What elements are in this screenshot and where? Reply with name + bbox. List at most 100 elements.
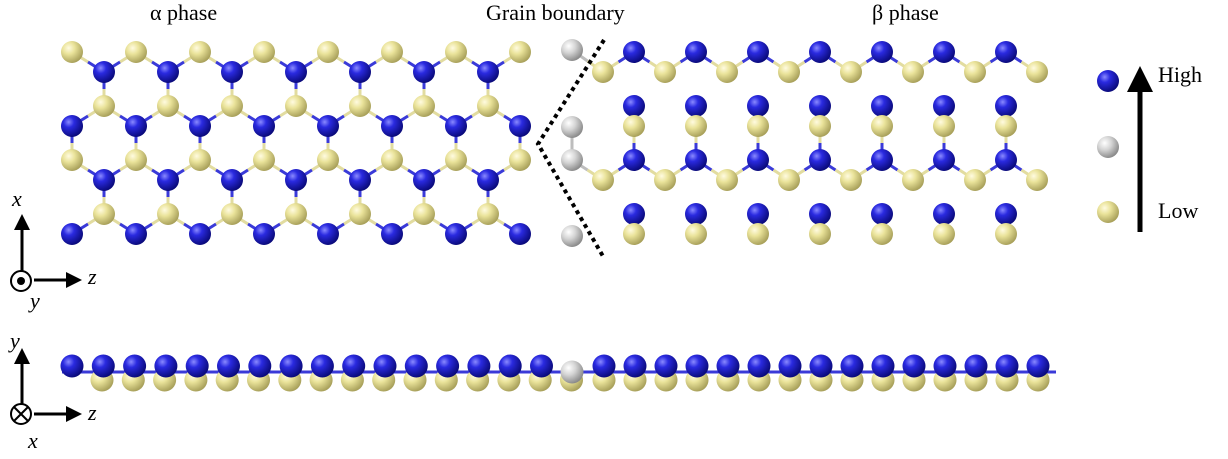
grain-boundary-line <box>535 38 606 260</box>
low-atom <box>125 149 147 171</box>
low-atom <box>221 95 243 117</box>
low-atom <box>349 95 371 117</box>
low-atom <box>61 41 83 63</box>
high-atom <box>747 354 771 378</box>
high-atom <box>317 223 339 245</box>
high-atom <box>509 223 531 245</box>
high-atom <box>93 169 115 191</box>
low-atom <box>933 223 955 245</box>
low-atom <box>654 169 676 191</box>
low-atom <box>61 149 83 171</box>
high-atom <box>404 354 428 378</box>
beta-phase-label: β phase <box>872 0 939 25</box>
low-atom <box>902 169 924 191</box>
low-atom <box>623 223 645 245</box>
low-atom <box>778 169 800 191</box>
low-atom <box>995 223 1017 245</box>
high-atom <box>285 61 307 83</box>
mid-atom <box>561 116 583 138</box>
low-atom <box>253 149 275 171</box>
low-atom <box>157 203 179 225</box>
top-view-atoms <box>61 39 1048 247</box>
high-atom <box>317 115 339 137</box>
high-atom <box>279 354 303 378</box>
high-atom <box>285 169 307 191</box>
low-atom <box>189 41 211 63</box>
high-atom <box>747 149 769 171</box>
high-atom <box>685 149 707 171</box>
low-atom <box>964 169 986 191</box>
mid-atom <box>561 149 583 171</box>
high-atom <box>995 41 1017 63</box>
low-atom <box>189 149 211 171</box>
low-atom <box>381 149 403 171</box>
low-atom <box>285 203 307 225</box>
high-atom <box>61 223 83 245</box>
high-atom <box>477 169 499 191</box>
high-atom <box>623 149 645 171</box>
high-atom <box>93 61 115 83</box>
high-atom <box>342 354 366 378</box>
high-atom <box>445 223 467 245</box>
high-atom <box>61 115 83 137</box>
side-view-atoms <box>60 354 1056 392</box>
high-atom <box>933 95 955 117</box>
high-atom <box>189 115 211 137</box>
high-atom <box>349 61 371 83</box>
low-atom <box>445 41 467 63</box>
low-atom <box>716 169 738 191</box>
low-atom <box>871 115 893 137</box>
bottom-axes <box>10 348 82 425</box>
low-atom <box>747 115 769 137</box>
low-atom <box>592 169 614 191</box>
low-atom <box>317 149 339 171</box>
low-atom <box>317 41 339 63</box>
high-atom <box>654 354 678 378</box>
high-atom <box>253 115 275 137</box>
mid-atom <box>561 225 583 247</box>
low-atom <box>413 203 435 225</box>
high-atom <box>809 354 833 378</box>
low-atom <box>221 203 243 225</box>
legend-low-atom <box>1097 201 1119 223</box>
high-atom <box>217 354 240 378</box>
high-atom <box>477 61 499 83</box>
mid-atom <box>560 360 584 384</box>
top-view-bonds <box>70 48 1038 236</box>
low-atom <box>685 223 707 245</box>
high-atom <box>871 149 893 171</box>
low-atom <box>964 61 986 83</box>
high-atom <box>809 149 831 171</box>
high-atom <box>933 203 955 225</box>
high-atom <box>995 203 1017 225</box>
high-atom <box>685 41 707 63</box>
high-atom <box>995 149 1017 171</box>
low-atom <box>509 149 531 171</box>
low-atom <box>654 61 676 83</box>
high-atom <box>498 354 522 378</box>
height-arrow-head-icon <box>1127 66 1153 92</box>
high-atom <box>995 95 1017 117</box>
high-atom <box>248 354 272 378</box>
high-atom <box>623 95 645 117</box>
low-atom <box>778 61 800 83</box>
legend-mid-atom <box>1097 136 1119 158</box>
low-atom <box>840 61 862 83</box>
low-atom <box>509 41 531 63</box>
low-atom <box>809 115 831 137</box>
mid-atom <box>561 39 583 61</box>
high-atom <box>623 41 645 63</box>
high-atom <box>778 354 802 378</box>
low-atom <box>93 203 115 225</box>
high-atom <box>530 354 553 378</box>
low-atom <box>413 95 435 117</box>
high-atom <box>373 354 397 378</box>
top-axis-out-label: y <box>30 288 40 313</box>
low-atom <box>592 61 614 83</box>
high-atom <box>809 41 831 63</box>
high-atom <box>381 223 403 245</box>
low-atom <box>685 115 707 137</box>
low-atom <box>1026 61 1048 83</box>
height-legend <box>1097 66 1153 232</box>
